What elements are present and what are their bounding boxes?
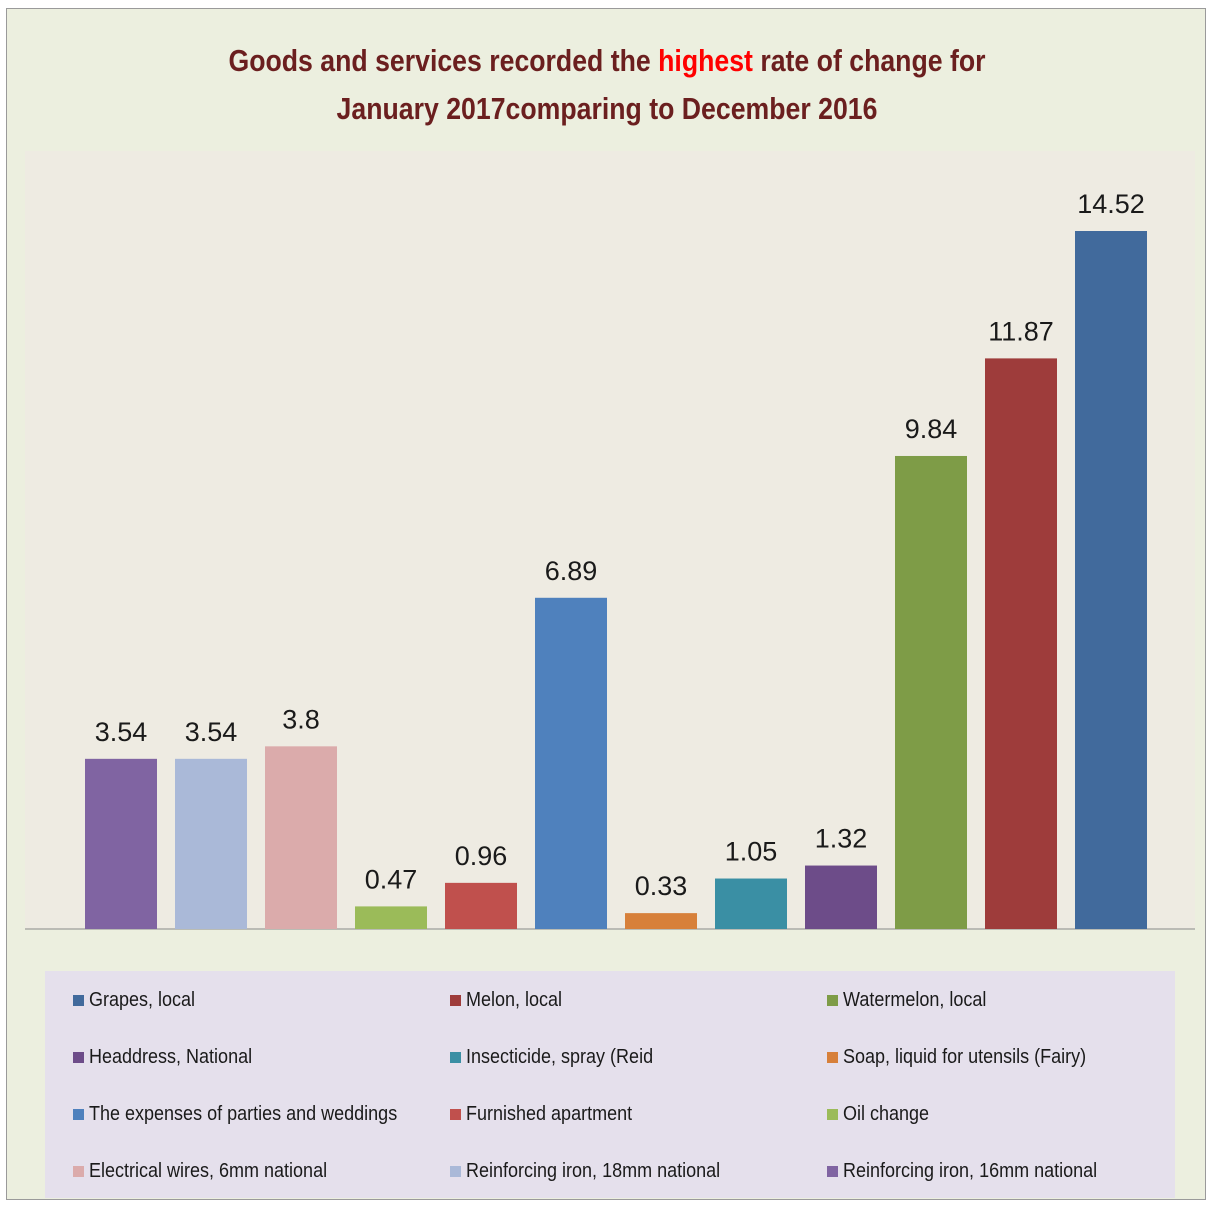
bar-2 bbox=[265, 746, 337, 929]
data-label-5: 6.89 bbox=[545, 556, 598, 586]
data-label-3: 0.47 bbox=[365, 864, 418, 894]
legend-swatch bbox=[73, 1108, 84, 1120]
data-label-10: 11.87 bbox=[988, 316, 1054, 346]
chart-title: Goods and services recorded the highest … bbox=[91, 37, 1123, 133]
legend-swatch bbox=[827, 1051, 838, 1063]
bar-1 bbox=[175, 758, 247, 929]
legend-label: Oil change bbox=[843, 1102, 930, 1125]
legend-swatch bbox=[450, 994, 461, 1006]
legend-item: Reinforcing iron, 18mm national bbox=[450, 1157, 827, 1185]
title-part-after: rate of change for bbox=[752, 43, 986, 78]
bar-chart: 3.54 3.54 3.8 0.47 0.96 6.89 0.33 1.05 1.32 9.84 1… bbox=[25, 189, 1195, 930]
legend-item: Furnished apartment bbox=[450, 1100, 827, 1128]
chart-frame: Goods and services recorded the highest … bbox=[6, 8, 1206, 1200]
data-label-11: 14.52 bbox=[1077, 189, 1145, 219]
bar-11 bbox=[1075, 231, 1147, 929]
legend-label: Watermelon, local bbox=[843, 988, 987, 1011]
legend-swatch bbox=[450, 1165, 461, 1177]
legend-item: Insecticide, spray (Reid bbox=[450, 1043, 827, 1071]
legend-label: Insecticide, spray (Reid bbox=[466, 1045, 654, 1068]
legend-item: The expenses of parties and weddings bbox=[73, 1100, 450, 1128]
legend-swatch bbox=[827, 1108, 838, 1120]
data-label-0: 3.54 bbox=[95, 717, 148, 747]
data-label-9: 9.84 bbox=[905, 414, 958, 444]
bar-5 bbox=[535, 597, 607, 929]
legend-swatch bbox=[73, 994, 84, 1006]
data-label-7: 1.05 bbox=[725, 837, 778, 867]
legend-label: The expenses of parties and weddings bbox=[89, 1102, 398, 1125]
legend-label: Electrical wires, 6mm national bbox=[89, 1159, 328, 1182]
legend-label: Reinforcing iron, 18mm national bbox=[466, 1159, 721, 1182]
legend-swatch bbox=[827, 994, 838, 1006]
bar-0 bbox=[85, 758, 157, 929]
bar-7 bbox=[715, 878, 787, 929]
legend-label: Melon, local bbox=[466, 988, 563, 1011]
legend-label: Headdress, National bbox=[89, 1045, 253, 1068]
legend-swatch bbox=[450, 1108, 461, 1120]
data-label-6: 0.33 bbox=[635, 871, 688, 901]
legend-item: Grapes, local bbox=[73, 986, 450, 1014]
bar-8 bbox=[805, 865, 877, 929]
data-label-8: 1.32 bbox=[815, 824, 868, 854]
legend-swatch bbox=[73, 1165, 84, 1177]
data-label-1: 3.54 bbox=[185, 717, 238, 747]
legend-item: Melon, local bbox=[450, 986, 827, 1014]
bar-6 bbox=[625, 913, 697, 929]
plot-area: 3.54 3.54 3.8 0.47 0.96 6.89 0.33 1.05 1.32 9.84 1… bbox=[25, 151, 1195, 930]
legend-item: Watermelon, local bbox=[827, 986, 1173, 1014]
legend-label: Furnished apartment bbox=[466, 1102, 633, 1125]
title-highlight: highest bbox=[658, 43, 753, 78]
title-line-2: January 2017comparing to December 2016 bbox=[336, 91, 878, 126]
legend-label: Grapes, local bbox=[89, 988, 196, 1011]
legend-item: Oil change bbox=[827, 1100, 1173, 1128]
data-label-4: 0.96 bbox=[455, 841, 508, 871]
legend: Grapes, local Melon, local Watermelon, loc… bbox=[45, 971, 1175, 1198]
legend-label: Soap, liquid for utensils (Fairy) bbox=[843, 1045, 1087, 1068]
data-label-2: 3.8 bbox=[282, 704, 320, 734]
legend-item: Headdress, National bbox=[73, 1043, 450, 1071]
legend-swatch bbox=[450, 1051, 461, 1063]
title-part-before: Goods and services recorded the bbox=[228, 43, 659, 78]
legend-grid: Grapes, local Melon, local Watermelon, loc… bbox=[73, 986, 1173, 1214]
bar-4 bbox=[445, 882, 517, 929]
bar-9 bbox=[895, 455, 967, 929]
legend-item: Reinforcing iron, 16mm national bbox=[827, 1157, 1173, 1185]
bar-3 bbox=[355, 906, 427, 929]
legend-swatch bbox=[827, 1165, 838, 1177]
bar-10 bbox=[985, 358, 1057, 930]
legend-label: Reinforcing iron, 16mm national bbox=[843, 1159, 1098, 1182]
legend-swatch bbox=[73, 1051, 84, 1063]
legend-item: Electrical wires, 6mm national bbox=[73, 1157, 450, 1185]
legend-item: Soap, liquid for utensils (Fairy) bbox=[827, 1043, 1173, 1071]
